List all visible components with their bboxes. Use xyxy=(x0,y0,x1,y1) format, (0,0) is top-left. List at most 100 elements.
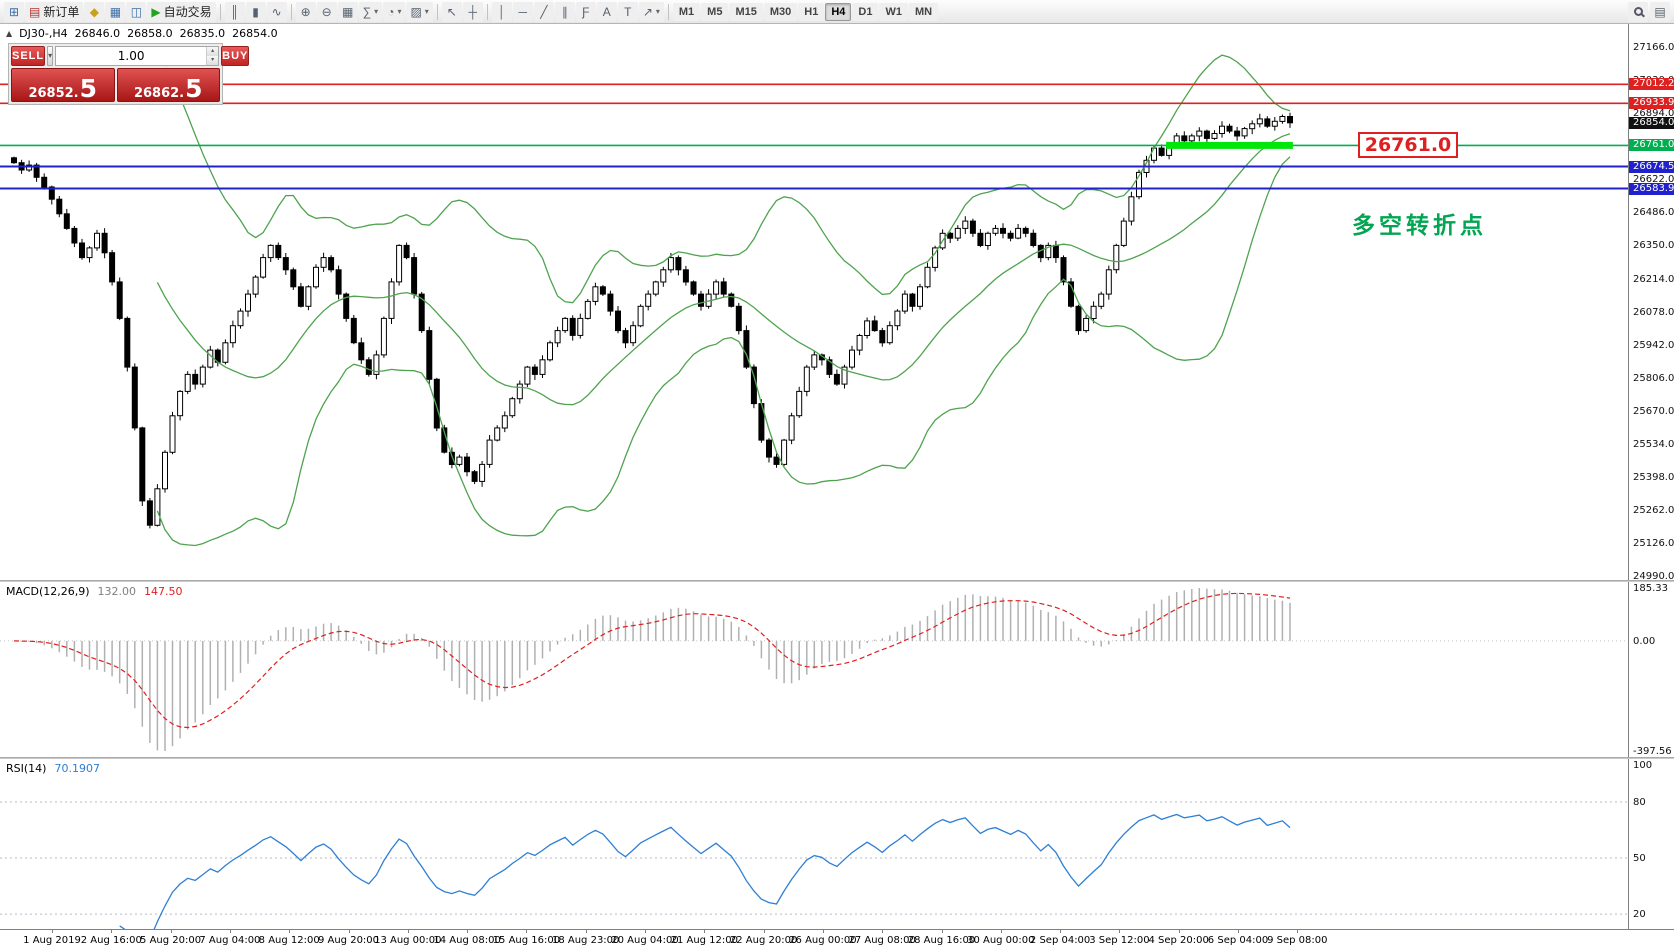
autotrading-button[interactable]: ▶ 自动交易 xyxy=(147,1,216,22)
text-label-button[interactable]: T xyxy=(617,1,638,22)
text-button[interactable]: A xyxy=(596,1,617,22)
timeframe-m30[interactable]: M30 xyxy=(763,2,798,21)
zoom-out-button[interactable]: ⊖ xyxy=(316,1,337,22)
periods-button[interactable]: ◔ ▾ xyxy=(383,1,406,22)
macd-axis-label: -397.56 xyxy=(1633,746,1672,757)
price-axis[interactable]: 27166.027030.026894.026758.026622.026486… xyxy=(1628,24,1674,929)
horizontal-line-icon: ─ xyxy=(518,4,528,19)
new-order-button-label: 新订单 xyxy=(43,5,80,19)
sell-button[interactable]: SELL xyxy=(11,46,46,66)
timeframe-w1[interactable]: W1 xyxy=(879,2,908,21)
templates-button[interactable]: ▨ ▾ xyxy=(406,1,433,22)
autotrading-icon: ▶ xyxy=(151,4,161,19)
main-price-chart[interactable] xyxy=(0,24,1628,580)
price-axis-label: 25126.0 xyxy=(1633,538,1674,550)
horizontal-line-button[interactable]: ─ xyxy=(512,1,533,22)
price-tag: 26933.9 xyxy=(1629,97,1674,110)
turning-point-annotation[interactable]: 多空转折点 xyxy=(1352,212,1487,238)
time-axis-label: 28 Aug 16:00 xyxy=(907,935,976,946)
time-axis-label: 14 Aug 08:00 xyxy=(433,935,501,946)
ohlc-high: 26858.0 xyxy=(127,27,173,40)
panel-separator[interactable] xyxy=(0,580,1674,582)
time-tick xyxy=(822,930,824,933)
vertical-line-button[interactable]: │ xyxy=(491,1,512,22)
rsi-indicator-panel[interactable] xyxy=(0,759,1628,929)
volume-increase-button[interactable]: ▴ xyxy=(207,47,219,56)
new-chart-button[interactable]: ⊞ xyxy=(4,1,24,22)
cursor-button[interactable]: ↖ xyxy=(441,1,462,22)
arrows-button[interactable]: ↗ ▾ xyxy=(638,1,664,22)
new-chart-icon: ⊞ xyxy=(8,4,20,19)
time-tick xyxy=(52,930,53,933)
tile-windows-icon: ▦ xyxy=(341,4,354,19)
price-axis-label: 25806.0 xyxy=(1633,372,1674,384)
toolbar-right: ▤ xyxy=(1628,1,1670,22)
price-axis-label: 26078.0 xyxy=(1633,306,1674,318)
volume-spinner: ▴ ▾ xyxy=(206,47,219,65)
equidistant-channel-button[interactable]: ∥ xyxy=(554,1,575,22)
timeframe-mn[interactable]: MN xyxy=(908,2,939,21)
pivot-zone[interactable] xyxy=(1166,141,1293,149)
search-button[interactable] xyxy=(1628,1,1648,22)
data-window-icon: ▦ xyxy=(109,4,122,19)
navigator-button[interactable]: ◫ xyxy=(126,1,147,22)
data-window-button[interactable]: ▦ xyxy=(105,1,126,22)
buy-button[interactable]: BUY xyxy=(221,46,250,66)
volume-decrease-button[interactable]: ▾ xyxy=(207,56,219,65)
equidistant-channel-icon: ∥ xyxy=(561,4,568,19)
price-axis-label: 26214.0 xyxy=(1633,273,1674,285)
volume-input[interactable] xyxy=(56,47,207,65)
trendline-button[interactable]: ╱ xyxy=(533,1,554,22)
time-axis-label: 30 Aug 00:00 xyxy=(967,935,1035,946)
price-axis-label: 26894.0 xyxy=(1633,108,1674,120)
rsi-name: RSI(14) xyxy=(6,762,47,775)
timeframe-m1[interactable]: M1 xyxy=(672,2,701,21)
timeframe-d1[interactable]: D1 xyxy=(852,2,879,21)
zoom-in-button[interactable]: ⊕ xyxy=(295,1,316,22)
candlestick-chart-button[interactable]: ▮ xyxy=(245,1,266,22)
timeframe-h4[interactable]: H4 xyxy=(825,2,852,21)
panel-separator[interactable] xyxy=(0,757,1674,759)
indicators-button[interactable]: ∑ ▾ xyxy=(358,1,383,22)
toolbar-separator xyxy=(219,3,221,20)
tile-windows-button[interactable]: ▦ xyxy=(337,1,358,22)
time-tick xyxy=(882,930,884,933)
timeframe-h1[interactable]: H1 xyxy=(798,2,825,21)
price-tag: 26761.0 xyxy=(1629,139,1674,152)
time-tick xyxy=(111,930,113,933)
toolbox-icon: ▤ xyxy=(1654,4,1666,19)
timeframe-m15[interactable]: M15 xyxy=(729,2,763,21)
time-axis-label: 4 Sep 20:00 xyxy=(1148,935,1209,946)
crosshair-button[interactable]: ┼ xyxy=(462,1,483,22)
fibonacci-button[interactable]: Ƒ xyxy=(575,1,596,22)
toolbox-button[interactable]: ▤ xyxy=(1650,1,1670,22)
time-axis[interactable]: 1 Aug 2019 2 Aug 16:00 5 Aug 20:00 7 Aug 04… xyxy=(0,929,1674,949)
chevron-down-icon: ▾ xyxy=(374,7,379,16)
metaeditor-button[interactable]: ◆ xyxy=(84,1,105,22)
rsi-axis-label: 80 xyxy=(1633,797,1646,808)
new-order-button[interactable]: ▤ 新订单 xyxy=(25,1,84,22)
macd-indicator-panel[interactable] xyxy=(0,582,1628,757)
timeframe-m5[interactable]: M5 xyxy=(701,2,729,21)
pivot-price-label[interactable]: 26761.0 xyxy=(1358,132,1458,158)
fibonacci-icon: Ƒ xyxy=(582,4,590,19)
time-axis-label: 9 Aug 20:00 xyxy=(317,935,380,946)
chart-window: ▲ DJ30-,H4 26846.0 26858.0 26835.0 26854… xyxy=(0,24,1674,949)
price-axis-label: 25398.0 xyxy=(1633,472,1674,484)
price-tag: 26854.0 xyxy=(1629,116,1674,129)
bollinger-bands xyxy=(156,53,1291,547)
sell-dropdown-button[interactable]: ▾ xyxy=(47,46,54,66)
toolbar-separator xyxy=(290,3,292,20)
ohlc-open: 26846.0 xyxy=(74,27,121,40)
time-tick xyxy=(1060,930,1062,933)
macd-indicator-label: MACD(12,26,9) 132.00 147.50 xyxy=(6,585,183,598)
line-chart-button[interactable]: ∿ xyxy=(266,1,287,22)
sell-price-button[interactable]: 26852. 5 xyxy=(11,68,115,102)
one-click-collapse-icon[interactable]: ▲ xyxy=(6,29,13,38)
buy-price-button[interactable]: 26862. 5 xyxy=(116,68,220,102)
search-icon xyxy=(1633,7,1643,16)
time-tick xyxy=(229,930,231,933)
price-axis-label: 25262.0 xyxy=(1633,505,1674,517)
time-tick xyxy=(704,930,706,933)
bar-chart-button[interactable]: ║ xyxy=(224,1,245,22)
